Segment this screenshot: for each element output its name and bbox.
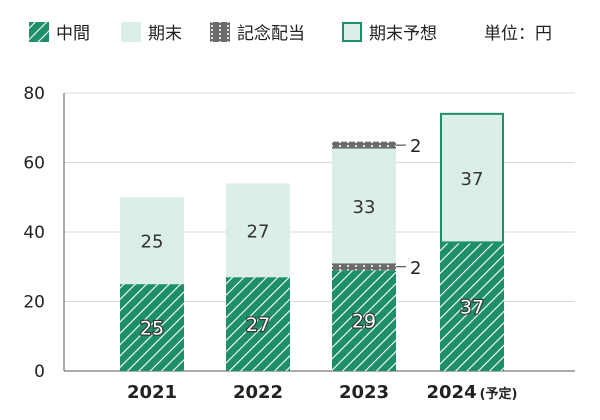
bar-interim (120, 284, 184, 371)
bar-year-end-value-label: 25 (141, 232, 164, 253)
bar-interim-value-label: 25 (140, 318, 164, 340)
legend-swatch-commemorative (210, 22, 230, 42)
x-category-label: 2022 (233, 382, 283, 403)
commemorative-value-label: 2 (410, 258, 421, 279)
bar-commemorative (332, 141, 396, 149)
legend-label-commemorative: 記念配当 (237, 23, 305, 44)
bar-year-end-forecast (440, 112, 504, 244)
bar-year-end-value-label: 33 (353, 197, 376, 218)
legend-label-year-end: 期末 (148, 24, 182, 44)
value-labels: 25 25 27 27 29 2 33 2 37 37 (139, 136, 485, 341)
legend-label-interim: 中間 (56, 24, 90, 44)
x-category-suffix: (予定) (480, 386, 518, 402)
bar-commemorative (332, 263, 396, 271)
bar-interim (332, 270, 396, 371)
bar-interim-value-label: 29 (352, 311, 376, 333)
bar-year-end (120, 197, 184, 285)
bar-interim (226, 277, 290, 371)
y-axis-ticks: 0 20 40 60 80 (23, 84, 45, 382)
x-category-year: 2023 (339, 382, 389, 403)
x-category-label: 2023 (339, 382, 389, 403)
x-category-year: 2022 (233, 382, 283, 403)
y-tick-label: 0 (34, 362, 45, 382)
legend-swatch-year-end (121, 22, 141, 42)
bars (120, 112, 504, 371)
x-category-year: 2024 (427, 382, 477, 403)
x-axis-labels: 2021 2022 2023 2024 (予定) (127, 382, 518, 403)
bar-year-end (226, 183, 290, 278)
legend: 中間 期末 記念配当 期末予想 単位：円 (29, 22, 552, 44)
legend-swatch-interim (29, 22, 49, 42)
commemorative-value-label: 2 (410, 136, 421, 157)
bar-year-end (332, 148, 396, 264)
bar-year-end-value-label: 27 (247, 221, 270, 242)
bar-interim (440, 242, 504, 371)
y-tick-label: 20 (23, 293, 45, 313)
y-tick-label: 80 (23, 84, 45, 104)
legend-swatch-year-end-forecast (342, 22, 362, 42)
y-tick-label: 60 (23, 154, 45, 174)
bar-interim-value-label: 27 (246, 314, 270, 336)
x-category-label: 2024 (予定) (427, 382, 518, 403)
y-tick-label: 40 (23, 223, 45, 243)
x-category-year: 2021 (127, 382, 177, 403)
legend-label-year-end-forecast: 期末予想 (369, 24, 437, 44)
x-category-label: 2021 (127, 382, 177, 403)
unit-label: 単位：円 (484, 24, 552, 44)
bar-year-end-forecast-value-label: 37 (461, 169, 484, 190)
bar-interim-value-label: 37 (460, 297, 484, 319)
